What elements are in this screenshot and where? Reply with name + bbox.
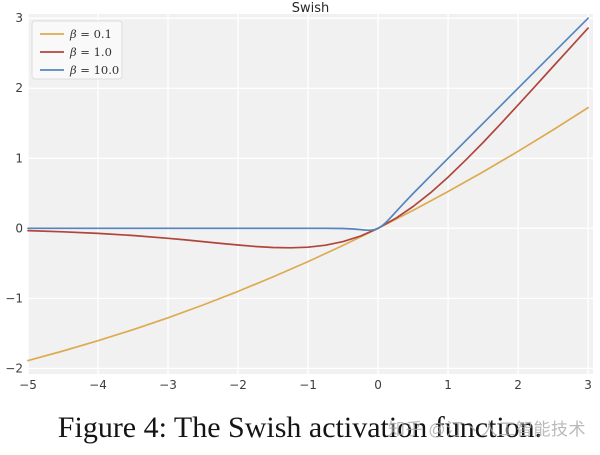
x-tick-label: 3 <box>584 378 592 392</box>
x-tick-label: −2 <box>229 378 247 392</box>
x-tick-label: 0 <box>374 378 382 392</box>
y-tick-label: 3 <box>15 11 23 25</box>
legend-box <box>31 20 123 80</box>
y-tick-label: 1 <box>15 151 23 165</box>
legend-label-2: β = 10.0 <box>69 63 119 77</box>
x-tick-label: 1 <box>444 378 452 392</box>
zhihu-watermark: 知乎 @汀丶人工智能技术 <box>388 420 586 439</box>
tick-labels: −5 −4 −3 −2 −1 0 1 2 3 −2 −1 0 1 2 3 <box>5 11 592 392</box>
y-tick-label: −1 <box>5 291 23 305</box>
legend: β = 0.1 β = 1.0 β = 10.0 <box>31 20 123 80</box>
series-line-1 <box>27 27 589 249</box>
series-line-2 <box>27 17 589 232</box>
x-tick-label: −5 <box>19 378 37 392</box>
x-tick-label: −3 <box>159 378 177 392</box>
y-tick-label: 2 <box>15 81 23 95</box>
x-tick-label: −1 <box>299 378 317 392</box>
legend-label-0: β = 0.1 <box>69 27 112 41</box>
chart-title: Swish <box>292 1 330 16</box>
gridlines <box>27 14 593 374</box>
series-line-0 <box>27 106 589 362</box>
legend-label-1: β = 1.0 <box>69 45 112 59</box>
figure-caption: Figure 4: The Swish activation function. <box>57 411 543 444</box>
y-tick-label: 0 <box>15 221 23 235</box>
x-tick-label: −4 <box>89 378 107 392</box>
chart-canvas: −5 −4 −3 −2 −1 0 1 2 3 −2 −1 0 1 2 3 Swish β = 0.1 β = 1.… <box>5 1 593 392</box>
y-tick-label: −2 <box>5 361 23 375</box>
x-tick-label: 2 <box>514 378 522 392</box>
swish-chart: −5 −4 −3 −2 −1 0 1 2 3 −2 −1 0 1 2 3 Swish β = 0.1 β = 1.… <box>5 1 593 392</box>
